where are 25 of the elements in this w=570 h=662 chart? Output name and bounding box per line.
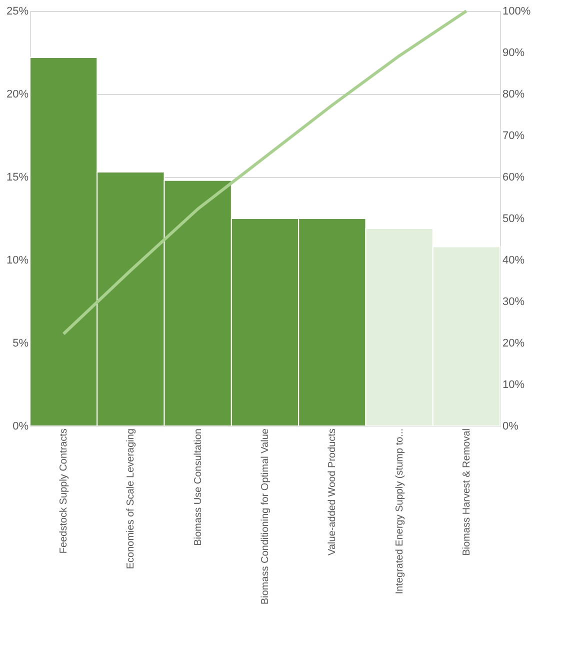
y2-tick-label: 80% bbox=[502, 88, 525, 100]
y-tick-label: 0% bbox=[12, 420, 29, 432]
x-tick-label: Biomass Conditioning for Optimal Value bbox=[260, 428, 271, 605]
x-tick-label: Biomass Use Consultation bbox=[192, 428, 204, 546]
x-tick-label: Feedstock Supply Contracts bbox=[58, 428, 70, 554]
y2-tick-label: 70% bbox=[502, 130, 525, 142]
y2-tick-label: 10% bbox=[502, 379, 525, 391]
y2-tick-label: 100% bbox=[502, 6, 531, 18]
y-tick-label: 20% bbox=[6, 88, 29, 100]
y2-tick-label: 50% bbox=[502, 213, 525, 225]
x-tick-label: Economies of Scale Leveraging bbox=[126, 428, 137, 570]
y2-tick-label: 60% bbox=[502, 172, 525, 184]
y2-tick-label: 0% bbox=[502, 420, 519, 432]
y2-tick-label: 20% bbox=[502, 338, 525, 350]
line-series bbox=[62, 10, 468, 336]
x-tick-label: Integrated Energy Supply (stump to... bbox=[394, 428, 406, 594]
y2-tick-label: 30% bbox=[502, 296, 525, 308]
y-tick-label: 25% bbox=[6, 6, 29, 18]
y-tick-label: 15% bbox=[6, 172, 29, 184]
y2-tick-label: 40% bbox=[502, 254, 525, 266]
y2-tick-label: 90% bbox=[502, 47, 525, 59]
y-tick-label: 10% bbox=[6, 254, 29, 266]
x-tick-label: Biomass Harvest & Removal bbox=[461, 428, 472, 556]
y-tick-label: 5% bbox=[12, 338, 29, 350]
x-tick-label: Value-added Wood Products bbox=[327, 428, 338, 556]
